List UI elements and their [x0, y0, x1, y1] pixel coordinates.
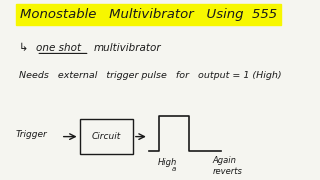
Bar: [80, 119, 133, 154]
Text: Monostable   Multivibrator   Using  555: Monostable Multivibrator Using 555: [20, 8, 277, 21]
Text: Circuit: Circuit: [92, 132, 121, 141]
Text: Trigger: Trigger: [16, 130, 48, 139]
Text: Again
reverts: Again reverts: [212, 156, 242, 176]
Text: multivibrator: multivibrator: [94, 43, 162, 53]
Text: a: a: [172, 166, 176, 172]
Text: one shot: one shot: [36, 43, 81, 53]
Text: Needs   external   trigger pulse   for   output = 1 (High): Needs external trigger pulse for output …: [19, 71, 282, 80]
Text: High: High: [158, 158, 177, 167]
Text: ↳: ↳: [19, 43, 28, 53]
Bar: [16, 4, 281, 24]
